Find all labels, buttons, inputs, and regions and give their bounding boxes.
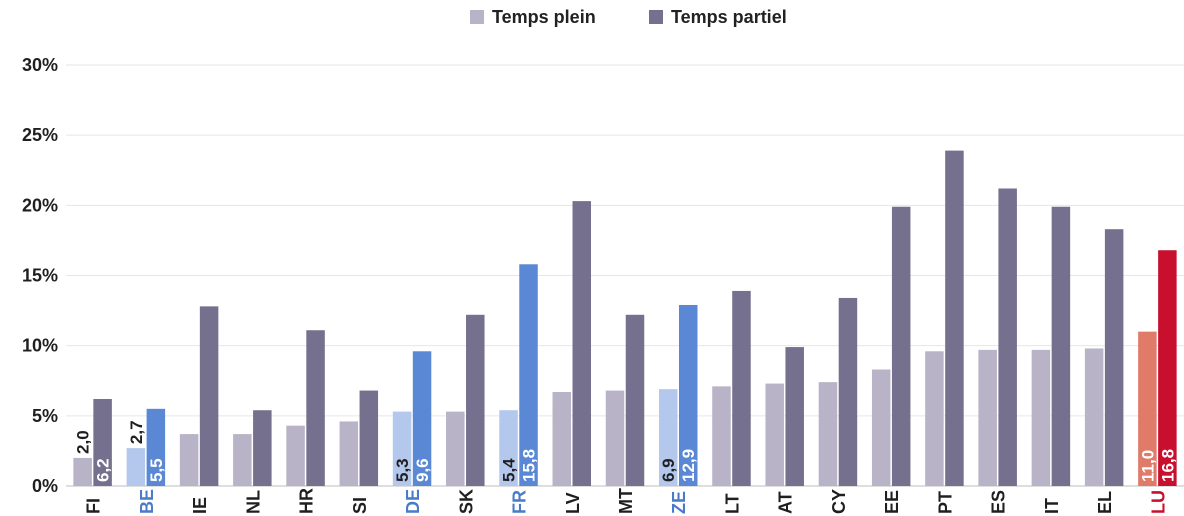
bar-ee-temps-plein <box>871 369 891 486</box>
bar-fr-temps-plein <box>499 410 518 486</box>
bar-fr-temps-partiel <box>519 264 538 486</box>
bar-el-temps-plein <box>1084 348 1104 486</box>
bar-pt-temps-plein <box>925 351 944 486</box>
x-tick-label: CY <box>829 489 849 514</box>
bar-ee-temps-partiel <box>891 206 911 487</box>
bar-cy-temps-plein <box>818 382 838 486</box>
bar-es-temps-partiel <box>998 188 1017 487</box>
y-tick-label: 20% <box>22 195 58 215</box>
bar-mt-temps-plein <box>605 390 625 486</box>
y-tick-label: 0% <box>32 476 58 496</box>
bar-ie-temps-partiel <box>199 306 219 486</box>
legend-item: Temps plein <box>470 7 596 27</box>
x-tick-label: PT <box>935 491 955 514</box>
x-axis: FI BE IE NL HR SI DE SK FR LV MT ZE LT AT CY EE PT ES IT EL… <box>84 488 1169 514</box>
legend-label: Temps plein <box>492 7 596 27</box>
x-tick-label: LT <box>722 493 742 514</box>
bar-sk-temps-partiel <box>466 314 485 486</box>
data-label: 15,8 <box>520 449 539 482</box>
bar-ie-temps-plein <box>179 434 199 486</box>
x-tick-label: DE <box>403 489 423 514</box>
x-tick-label: EE <box>882 490 902 514</box>
bar-mt-temps-partiel <box>625 314 645 486</box>
x-tick-label: LU <box>1148 490 1168 514</box>
gridlines <box>66 64 1184 487</box>
data-label: 2,0 <box>74 430 93 454</box>
legend: Temps plein Temps partiel <box>470 7 787 27</box>
bar-hr-temps-partiel <box>306 330 325 486</box>
legend-swatch <box>649 10 663 24</box>
bar-be-temps-plein <box>126 448 146 486</box>
bar-cy-temps-partiel <box>838 297 858 486</box>
bar-nl-temps-plein <box>233 434 252 486</box>
bar-si-temps-partiel <box>359 390 379 486</box>
bars <box>73 150 1177 487</box>
x-tick-label: SK <box>456 489 476 514</box>
bar-ze-temps-plein <box>658 389 678 486</box>
y-tick-label: 30% <box>22 55 58 75</box>
x-tick-label: IE <box>190 497 210 514</box>
y-tick-label: 15% <box>22 266 58 286</box>
bar-ze-temps-partiel <box>678 304 698 486</box>
data-label: 5,3 <box>393 458 412 482</box>
bar-sk-temps-plein <box>446 411 465 486</box>
data-label: 6,9 <box>659 458 678 482</box>
data-labels: 2,06,2 2,75,5 5,3 9,6 5,4 15,8 6,9 12,9 11,0 16,8 <box>74 420 1178 482</box>
x-tick-label: AT <box>776 491 796 514</box>
x-tick-label: FI <box>84 498 104 514</box>
data-label: 12,9 <box>679 449 698 482</box>
x-tick-label: BE <box>137 489 157 514</box>
x-tick-label: EL <box>1095 491 1115 514</box>
bar-nl-temps-partiel <box>253 410 272 486</box>
y-tick-label: 25% <box>22 125 58 145</box>
y-tick-label: 10% <box>22 336 58 356</box>
bar-lu-temps-plein <box>1138 331 1157 486</box>
x-tick-label: LV <box>563 492 583 514</box>
bar-at-temps-plein <box>765 383 784 486</box>
y-tick-label: 5% <box>32 406 58 426</box>
legend-swatch <box>470 10 484 24</box>
x-tick-label: ZE <box>669 491 689 514</box>
x-tick-label: MT <box>616 488 636 514</box>
bar-be-temps-partiel <box>146 408 166 486</box>
bar-lt-temps-partiel <box>732 290 751 486</box>
bar-pt-temps-partiel <box>945 150 964 486</box>
legend-label: Temps partiel <box>671 7 787 27</box>
x-tick-label: NL <box>243 490 263 514</box>
x-tick-label: SI <box>350 497 370 514</box>
bar-it-temps-partiel <box>1051 206 1071 487</box>
legend-item: Temps partiel <box>649 7 787 27</box>
bar-lu-temps-partiel <box>1158 250 1177 486</box>
bar-at-temps-partiel <box>785 347 804 486</box>
bar-de-temps-plein <box>392 411 412 486</box>
bar-el-temps-partiel <box>1104 229 1124 486</box>
data-label: 5,5 <box>147 458 166 482</box>
bar-lv-temps-plein <box>552 391 572 486</box>
x-tick-label: FR <box>510 490 530 514</box>
bar-si-temps-plein <box>339 421 359 486</box>
data-label: 16,8 <box>1158 449 1177 482</box>
bar-lv-temps-partiel <box>572 201 592 486</box>
data-label: 11,0 <box>1138 450 1157 482</box>
data-label: 5,4 <box>500 458 519 482</box>
bar-hr-temps-plein <box>286 425 305 486</box>
x-tick-label: IT <box>1042 498 1062 514</box>
bar-fi-temps-plein <box>73 457 92 486</box>
bar-de-temps-partiel <box>412 351 432 486</box>
bar-fi-temps-partiel <box>93 398 112 486</box>
data-label: 6,2 <box>94 458 113 482</box>
x-tick-label: HR <box>297 488 317 514</box>
x-tick-label: ES <box>989 490 1009 514</box>
bar-lt-temps-plein <box>712 386 731 486</box>
data-label: 2,7 <box>127 420 146 444</box>
y-axis: 0% 5% 10% 15% 20% 25% 30% <box>22 55 58 496</box>
data-label: 9,6 <box>413 458 432 482</box>
bar-it-temps-plein <box>1031 349 1051 486</box>
bar-es-temps-plein <box>978 349 997 486</box>
